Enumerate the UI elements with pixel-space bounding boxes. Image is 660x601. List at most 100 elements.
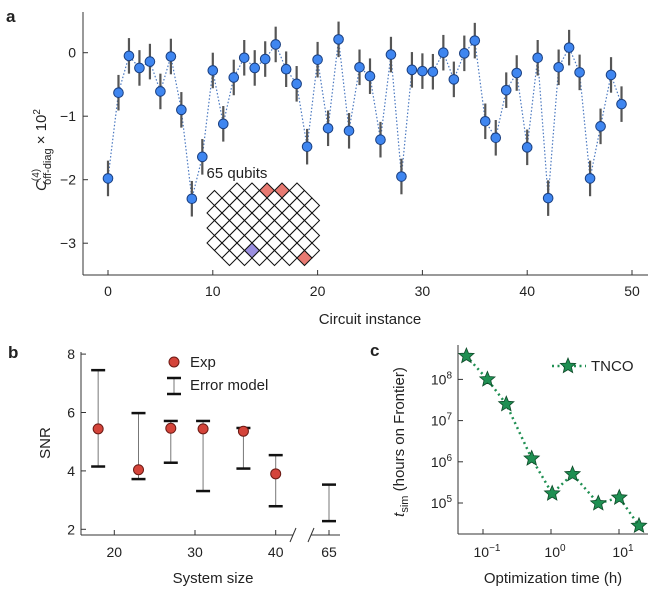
exp-point [133,464,145,476]
y-tick-label: −2 [60,172,76,188]
data-point [165,51,177,62]
tnco-line [465,355,641,527]
legend-exp-label: Exp [190,354,216,371]
data-point [176,104,187,116]
data-point [532,52,543,64]
data-point [291,78,302,90]
panel-label-c: c [370,341,379,360]
tick-exponent: 5 [446,494,452,505]
data-point [584,173,596,184]
data-point [322,122,334,134]
tick-exponent: 1 [628,543,634,554]
data-point [521,142,533,153]
series-line [107,39,623,199]
x-tick-label: 0 [104,283,112,299]
panel-b: 2 4 6 8 20 30 40 65 [67,346,340,560]
data-point [616,98,627,110]
data-point [490,132,502,144]
data-point [595,121,606,132]
y-tick-label: 0 [68,45,76,61]
panel-label-a: a [6,7,16,26]
tick-base: 10 [431,454,447,470]
tick-base: 10 [431,495,447,511]
data-point [563,42,575,53]
qubit-cell [251,249,268,267]
legend-error-model-label: Error model [190,377,268,394]
y-tick-label: −1 [60,108,76,124]
panel-c-xlabel: Optimization time (h) [484,570,622,587]
tick-exponent: 6 [446,453,452,464]
exp-point [165,422,177,434]
tick-base: 10 [431,371,447,387]
exp-point [270,468,282,480]
data-point [605,69,617,81]
data-point [396,171,407,182]
data-point [217,118,229,130]
legend-tnco-label: TNCO [591,358,634,375]
x-tick-label: 40 [519,283,535,299]
y-tick-label: 8 [67,346,75,362]
data-point [102,173,114,184]
data-point [333,34,344,45]
exp-point [92,423,104,435]
y-tick-label: 105 [431,494,453,511]
tick-base: 10 [544,544,560,560]
data-point [427,66,439,78]
x-tick-label: 50 [624,283,640,299]
x-tick-label: 30 [187,544,203,560]
qubit-cell [266,249,283,267]
tnco-point [478,370,496,387]
qubit-cell [296,249,313,267]
data-point [270,39,281,50]
data-point [123,50,135,62]
exp-point [237,425,249,437]
inset-label: 65 qubits [207,165,268,182]
data-point [238,52,250,64]
x-tick-label: 100 [544,543,566,560]
axis-break-mark [289,527,297,543]
x-tick-label: 10−1 [474,543,501,560]
tnco-point [563,465,582,482]
tnco-point [589,494,607,511]
x-tick-label: 30 [415,283,431,299]
x-tick-label: 10 [205,283,221,299]
panel-b-ylabel: SNR [37,427,54,459]
data-point [417,65,428,77]
x-tick-label: 20 [310,283,326,299]
x-tick-label: 40 [268,544,284,560]
data-point [542,192,554,204]
data-point [186,193,198,205]
panel-a: 0 −1 −2 −3 0 10 20 30 40 50 [60,12,648,299]
data-point [574,67,585,78]
data-point [259,53,271,65]
data-point [134,62,145,74]
tick-base: 10 [431,413,447,429]
data-point [301,141,313,152]
y-tick-label: 106 [431,453,453,470]
legend-exp-marker [168,356,180,368]
data-point [228,72,240,83]
data-point [469,35,481,46]
y-tick-label: 108 [431,370,453,387]
tnco-point [523,449,541,466]
data-point [354,62,365,73]
y-tick-label: 4 [67,463,75,479]
data-point [155,86,166,97]
data-point [459,48,470,59]
data-point [312,54,323,65]
panel-a-xlabel: Circuit instance [319,311,422,328]
x-tick-label: 20 [107,544,123,560]
x-tick-label: 101 [612,543,634,560]
legend-tnco-marker [559,356,577,374]
panel-c-ylabel: tsim (hours on Frontier) [391,367,411,517]
data-point [553,62,564,73]
data-point [479,115,491,127]
axis-break-mark [307,527,315,543]
data-point [364,70,376,82]
data-point [249,62,261,74]
tick-base: 10 [474,544,490,560]
data-point [438,47,449,59]
